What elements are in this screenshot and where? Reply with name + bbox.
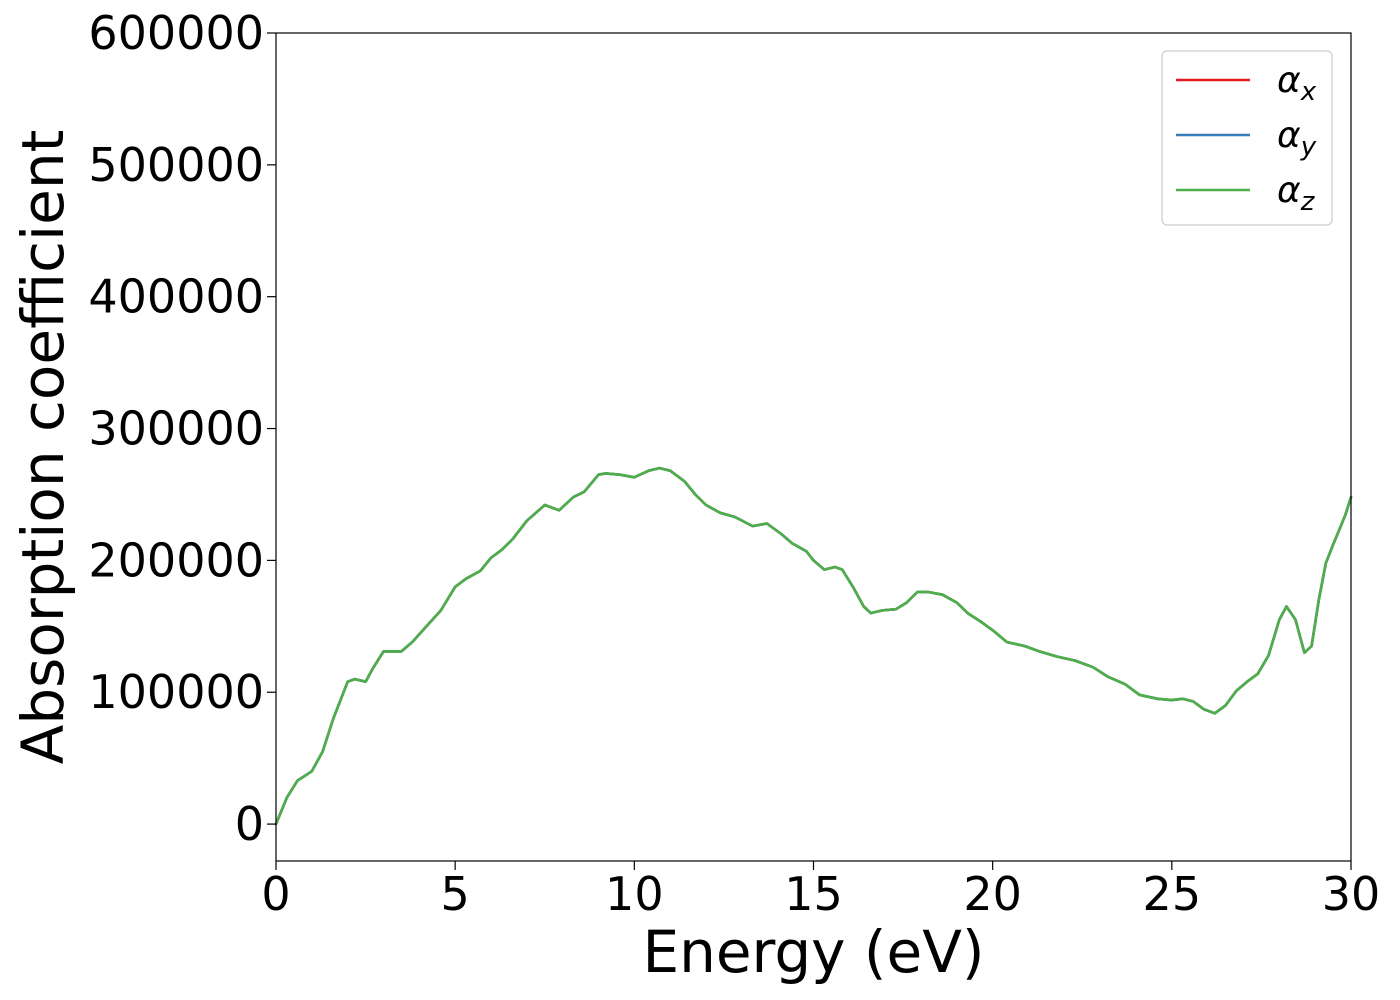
legend-label-x: αx bbox=[1277, 60, 1317, 107]
x-axis: 0 5 10 15 20 25 30 bbox=[261, 861, 1380, 921]
y-tick-label: 0 bbox=[235, 797, 264, 851]
legend-box bbox=[1161, 50, 1333, 226]
y-axis-label: Absorption coefficient bbox=[9, 130, 77, 765]
legend-label-z: αz bbox=[1277, 170, 1316, 217]
series-line-z bbox=[274, 466, 1353, 826]
legend-label-y: αy bbox=[1277, 115, 1317, 162]
y-axis: 0 100000 200000 300000 400000 500000 600000 bbox=[88, 6, 276, 851]
y-tick-label: 400000 bbox=[88, 270, 264, 324]
axes-frame bbox=[275, 32, 1352, 862]
x-tick-label: 15 bbox=[784, 867, 843, 921]
x-tick-label: 10 bbox=[605, 867, 664, 921]
x-tick-label: 30 bbox=[1322, 867, 1381, 921]
y-tick-label: 600000 bbox=[88, 6, 264, 60]
y-tick-label: 300000 bbox=[88, 402, 264, 456]
y-tick-label: 100000 bbox=[88, 665, 264, 719]
legend: αx αy αz bbox=[1161, 50, 1333, 226]
x-tick-label: 0 bbox=[261, 867, 290, 921]
x-axis-label: Energy (eV) bbox=[642, 918, 984, 986]
x-tick-label: 25 bbox=[1143, 867, 1202, 921]
y-tick-label: 200000 bbox=[88, 533, 264, 587]
y-tick-label: 500000 bbox=[88, 138, 264, 192]
x-tick-label: 20 bbox=[963, 867, 1022, 921]
plot-area bbox=[274, 466, 1353, 826]
x-tick-label: 5 bbox=[441, 867, 470, 921]
